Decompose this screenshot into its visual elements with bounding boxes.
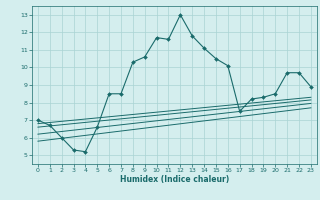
X-axis label: Humidex (Indice chaleur): Humidex (Indice chaleur): [120, 175, 229, 184]
